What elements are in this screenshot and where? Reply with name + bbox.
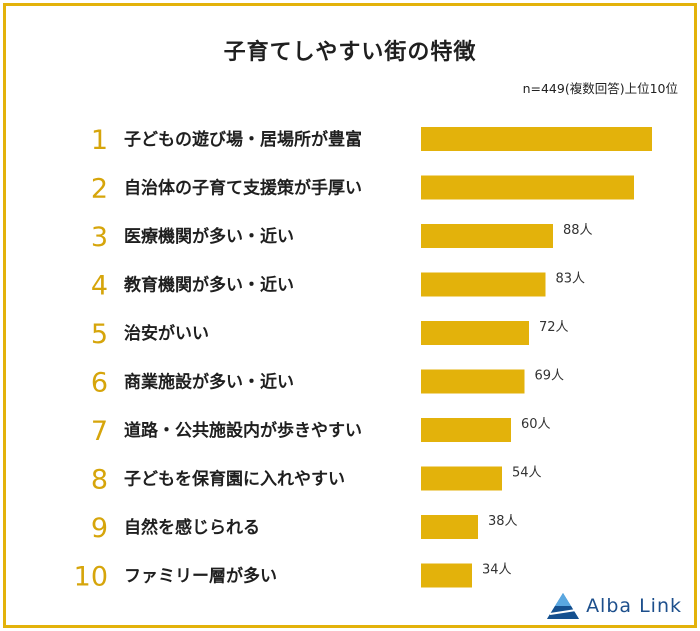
bar [421, 515, 478, 539]
rank-number: 5 [91, 319, 108, 350]
rank-number: 2 [91, 174, 108, 205]
bar [421, 563, 472, 588]
bar [421, 321, 529, 345]
rank-number: 4 [91, 271, 108, 302]
bar [421, 175, 634, 200]
rank-number: 8 [91, 465, 108, 496]
brand-logo: Alba Link [546, 591, 682, 621]
data-label: 88人 [563, 223, 593, 238]
category-label: 商業施設が多い・近い [124, 372, 294, 393]
chart-title: 子育てしやすい街の特徴 [223, 40, 477, 65]
rank-number: 1 [91, 125, 108, 156]
alba-link-logo-icon [547, 593, 580, 619]
data-label: 69人 [535, 369, 565, 384]
category-label: 子どもを保育園に入れやすい [124, 469, 345, 490]
category-label: 医療機関が多い・近い [124, 226, 294, 247]
bar [421, 369, 525, 394]
bar [421, 224, 553, 248]
rank-number: 9 [91, 513, 108, 544]
rank-number: 10 [74, 562, 108, 593]
chart-border [3, 3, 697, 628]
bar [421, 466, 502, 491]
logo-text: Alba Link [586, 595, 682, 617]
data-label: 38人 [488, 514, 518, 529]
category-label: 教育機関が多い・近い [123, 275, 294, 296]
category-label: 自然を感じられる [124, 517, 260, 538]
category-label: ファミリー層が多い [124, 566, 277, 587]
bar [421, 418, 511, 442]
bar [421, 272, 546, 297]
rank-number: 7 [91, 416, 108, 447]
data-label: 54人 [512, 466, 542, 481]
sample-note: n=449(複数回答)上位10位 [522, 81, 678, 96]
data-label: 72人 [539, 320, 569, 335]
data-label: 34人 [482, 563, 512, 578]
rank-number: 6 [91, 368, 108, 399]
category-label: 道路・公共施設内が歩きやすい [124, 420, 362, 441]
data-label: 83人 [556, 272, 586, 287]
category-label: 治安がいい [124, 323, 209, 344]
category-label: 子どもの遊び場・居場所が豊富 [124, 129, 362, 150]
rank-number: 3 [91, 222, 108, 253]
category-label: 自治体の子育て支援策が手厚い [124, 178, 362, 199]
bar [421, 127, 652, 151]
data-label: 60人 [521, 417, 551, 432]
